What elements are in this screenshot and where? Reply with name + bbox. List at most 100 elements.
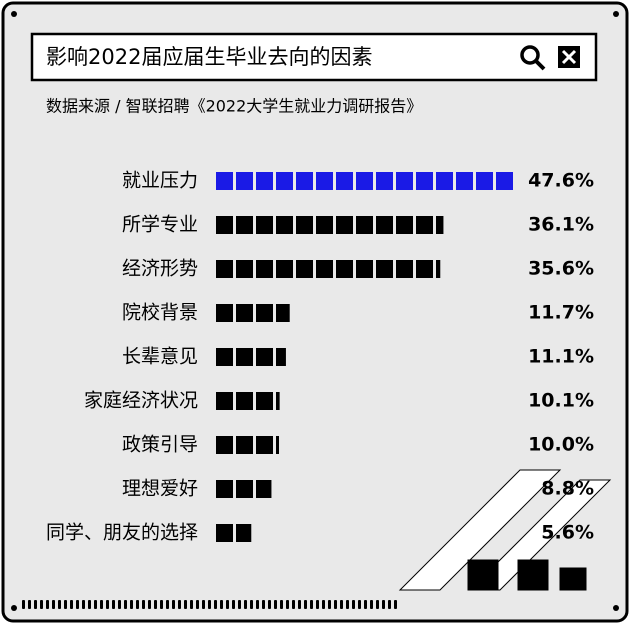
ruler-tick — [118, 600, 121, 609]
ruler-tick — [322, 600, 325, 609]
value-label: 36.1% — [528, 214, 594, 236]
decoration — [398, 469, 612, 591]
ruler-tick — [112, 600, 115, 609]
bar — [216, 436, 279, 454]
ruler-tick — [166, 600, 169, 609]
ruler-tick — [214, 600, 217, 609]
ruler-tick — [28, 600, 31, 609]
category-label: 长辈意见 — [122, 346, 198, 368]
ruler-tick — [304, 600, 307, 609]
ruler-tick — [394, 600, 397, 609]
ruler-tick — [154, 600, 157, 609]
ruler-tick — [46, 600, 49, 609]
value-label: 35.6% — [528, 258, 594, 280]
ruler-tick — [58, 600, 61, 609]
ruler-tick — [352, 600, 355, 609]
ruler-tick — [208, 600, 211, 609]
chart-title: 影响2022届应届生毕业去向的因素 — [46, 45, 372, 69]
ruler-tick — [340, 600, 343, 609]
bar — [216, 260, 441, 278]
ruler-tick — [262, 600, 265, 609]
category-label: 所学专业 — [122, 214, 198, 236]
ruler-tick — [148, 600, 151, 609]
ruler-tick — [172, 600, 175, 609]
ruler-tick — [286, 600, 289, 609]
value-label: 47.6% — [528, 170, 594, 192]
ruler-tick — [64, 600, 67, 609]
ruler-tick — [100, 600, 103, 609]
search-icon[interactable] — [520, 45, 546, 71]
ruler-tick — [196, 600, 199, 609]
bar — [216, 524, 252, 542]
ruler-tick — [274, 600, 277, 609]
category-label: 就业压力 — [122, 170, 198, 192]
ruler-tick — [40, 600, 43, 609]
bar — [216, 392, 280, 410]
ruler-tick — [280, 600, 283, 609]
ruler-tick — [190, 600, 193, 609]
ruler-tick — [106, 600, 109, 609]
ruler-tick — [346, 600, 349, 609]
ruler-tick — [238, 600, 241, 609]
bar — [216, 216, 444, 234]
bar — [216, 348, 286, 366]
ruler-tick — [316, 600, 319, 609]
ruler-tick — [226, 600, 229, 609]
ruler-tick — [178, 600, 181, 609]
ruler-tick — [388, 600, 391, 609]
value-label: 10.1% — [528, 390, 594, 412]
ruler-tick — [130, 600, 133, 609]
ruler-tick — [364, 600, 367, 609]
corner-dots — [11, 11, 619, 611]
ruler-tick — [232, 600, 235, 609]
ruler-tick — [76, 600, 79, 609]
close-icon[interactable] — [558, 46, 580, 68]
bar — [216, 480, 272, 498]
ruler-tick — [250, 600, 253, 609]
value-label: 11.7% — [528, 302, 594, 324]
ruler-tick — [376, 600, 379, 609]
ruler-tick — [310, 600, 313, 609]
value-label: 8.8% — [541, 478, 594, 500]
subtitle: 数据来源 / 智联招聘《2022大学生就业力调研报告》 — [46, 97, 422, 116]
ruler-tick — [70, 600, 73, 609]
ruler-tick — [382, 600, 385, 609]
ruler — [22, 600, 397, 609]
value-label: 11.1% — [528, 346, 594, 368]
ruler-tick — [256, 600, 259, 609]
ruler-tick — [124, 600, 127, 609]
category-label: 理想爱好 — [122, 478, 198, 500]
ruler-tick — [34, 600, 37, 609]
value-label: 10.0% — [528, 434, 594, 456]
ruler-tick — [298, 600, 301, 609]
ruler-tick — [244, 600, 247, 609]
category-label: 政策引导 — [122, 434, 198, 456]
ruler-tick — [136, 600, 139, 609]
bar — [216, 304, 290, 322]
category-label: 院校背景 — [122, 302, 198, 324]
title-box — [30, 32, 598, 82]
ruler-tick — [334, 600, 337, 609]
ruler-tick — [220, 600, 223, 609]
ruler-tick — [88, 600, 91, 609]
ruler-tick — [358, 600, 361, 609]
ruler-tick — [52, 600, 55, 609]
ruler-tick — [328, 600, 331, 609]
ruler-tick — [82, 600, 85, 609]
ruler-tick — [160, 600, 163, 609]
ruler-tick — [202, 600, 205, 609]
bar — [216, 172, 516, 190]
ruler-tick — [268, 600, 271, 609]
category-label: 经济形势 — [122, 258, 198, 280]
ruler-tick — [292, 600, 295, 609]
ruler-tick — [370, 600, 373, 609]
ruler-tick — [22, 600, 25, 609]
ruler-tick — [184, 600, 187, 609]
value-label: 5.6% — [541, 522, 594, 544]
category-label: 家庭经济状况 — [84, 390, 198, 412]
ruler-tick — [142, 600, 145, 609]
ruler-tick — [94, 600, 97, 609]
category-label: 同学、朋友的选择 — [46, 522, 198, 544]
